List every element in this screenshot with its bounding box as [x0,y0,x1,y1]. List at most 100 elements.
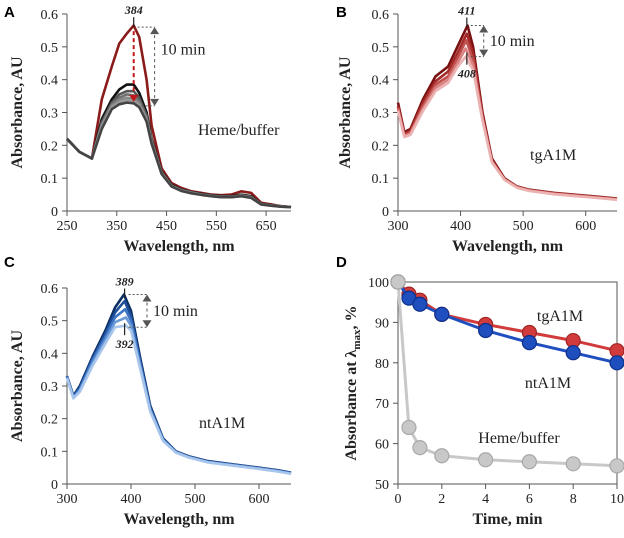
y-tick-label: 60 [375,438,389,453]
y-axis-label: Absorbance, AU [9,56,26,168]
bracket-arrow-up [150,27,160,35]
y-tick-label: 100 [368,276,389,291]
data-point [401,419,417,436]
x-tick-label: 400 [121,492,142,507]
y-axis-label: Absorbance at λmax, % [343,305,363,460]
time-label: 10 min [153,303,198,320]
decay-arrow-head [129,94,139,102]
data-point [412,440,428,456]
y-tick-label: 0.4 [372,74,390,89]
panel-b: B 300 400 500 600 0 0.1 0.2 0.3 0.4 0.5 0.6 Waveleng… [336,3,618,255]
x-tick-label: 650 [256,219,277,234]
spectrum-line-t0 [396,24,618,200]
data-point [521,454,538,470]
spectrum-line-t4 [65,324,292,476]
bracket-arrow-down [479,49,489,57]
data-point [609,458,624,474]
y-tick-label: 0.4 [41,347,59,362]
y-tick-label: 0.5 [41,41,59,56]
spectrum-line-t4 [396,55,618,202]
x-tick-label: 600 [575,219,596,234]
x-tick-label: 2 [438,492,445,507]
panel-letter-d: D [336,254,347,271]
data-point [521,335,538,351]
x-axis-label: Time, min [473,511,543,528]
x-axis-label: Wavelength, nm [452,238,564,255]
y-tick-label: 70 [375,397,389,412]
y-tick-label: 0.5 [41,315,59,330]
peak-label: 384 [124,3,143,17]
y-tick-label: 0.3 [41,380,59,395]
spectrum-line-t1 [65,299,292,475]
data-point [478,452,494,468]
y-tick-label: 0.6 [41,8,59,23]
y-tick-label: 90 [375,316,389,331]
y-tick-label: 0.2 [41,139,59,154]
y-tick-label: 0.4 [41,74,59,89]
panel-d: D 0 2 4 6 8 10 50 60 70 80 90 100 Time, min Absorbance… [336,254,624,528]
y-tick-label: 0.3 [372,107,390,122]
spectrum-line-t6 [66,101,292,209]
x-tick-label: 400 [450,219,471,234]
spectrum-line-t0 [65,293,292,474]
y-tick-label: 50 [375,478,389,493]
panel-a: A 250 350 450 550 650 0 0.1 0.2 0.3 0.4 0.5 0.6 Wavel… [4,3,292,255]
x-tick-label: 250 [57,219,78,234]
bracket-arrow-down [142,320,152,328]
data-point [478,322,494,339]
panel-letter-b: B [336,4,347,21]
x-tick-label: 500 [513,219,534,234]
data-point [412,296,428,312]
y-axis-label: Absorbance, AU [9,330,26,442]
x-tick-label: 500 [185,492,206,507]
peak-label-bottom: 392 [115,337,134,351]
data-point [434,448,450,464]
y-tick-label: 0.6 [372,8,390,23]
condition-label: ntA1M [199,415,245,432]
x-tick-label: 0 [395,492,402,507]
x-tick-label: 10 [610,492,624,507]
time-label: 10 min [161,42,206,59]
x-tick-label: 550 [206,219,227,234]
x-tick-label: 300 [57,492,78,507]
spectrum-line-t2 [396,39,618,201]
y-tick-label: 0.2 [372,139,390,154]
y-tick-label: 0 [51,478,58,493]
y-axis-label-subscript: max [351,329,363,350]
spectrum-line-t3 [396,47,618,201]
spectrum-line-t2 [65,307,292,475]
y-tick-label: 80 [375,357,389,372]
y-axis-label: Absorbance, AU [337,56,354,168]
series-line-0 [396,280,618,353]
bracket-arrow-up [479,25,489,33]
condition-label: Heme/buffer [198,122,280,139]
peak-label-top: 389 [115,275,134,289]
y-tick-label: 0 [51,205,58,220]
y-tick-label: 0.2 [41,413,59,428]
peak-label-bottom: 408 [457,67,476,81]
time-label: 10 min [490,33,535,50]
data-point [609,355,624,371]
x-tick-label: 300 [388,219,409,234]
x-axis-label: Wavelength, nm [123,238,235,255]
x-tick-label: 350 [106,219,127,234]
y-tick-label: 0.5 [372,41,390,56]
y-tick-label: 0.6 [41,282,59,297]
series-line-1 [396,281,618,365]
peak-label-top: 411 [457,3,475,17]
x-tick-label: 600 [249,492,270,507]
spectrum-line-t1 [396,32,618,201]
bracket-arrow-down [150,98,160,106]
x-tick-label: 4 [482,492,489,507]
y-tick-label: 0.3 [41,107,59,122]
y-axis-label-main: Absorbance at λ [343,349,360,460]
panel-letter-c: C [4,254,15,271]
panel-letter-a: A [4,4,15,21]
x-tick-label: 6 [526,492,533,507]
series-label: tgA1M [537,308,583,325]
data-point [565,345,581,361]
bracket-arrow-up [142,294,152,302]
condition-label: tgA1M [530,147,576,164]
y-tick-label: 0.1 [41,172,59,187]
